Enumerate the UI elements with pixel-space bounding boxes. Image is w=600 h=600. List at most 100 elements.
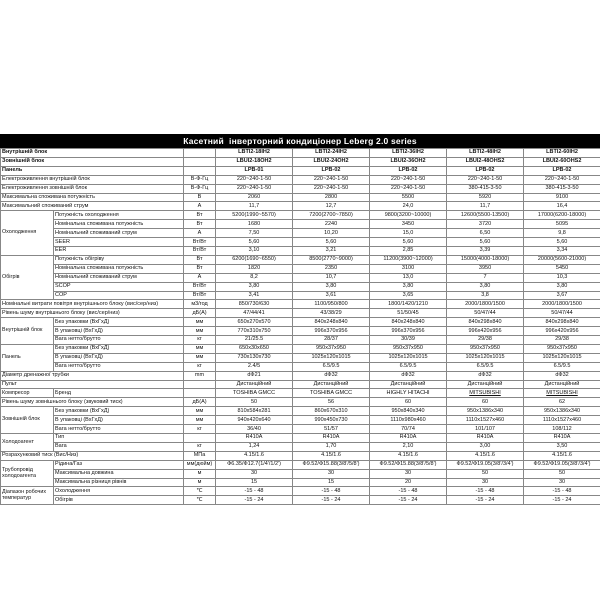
group-cell: Трубопровід холодоагента xyxy=(0,459,54,488)
spec-row: Пульт Дистанційний Дистанційний Дистанційни… xyxy=(0,379,600,390)
value-text: 12,7 xyxy=(325,202,337,209)
spec-row: Номінальні витрати повітря внутрішнього … xyxy=(0,299,600,310)
value-cell: 30/39 xyxy=(369,335,448,345)
value-cell: 840x298x840 xyxy=(523,317,600,328)
value-text: 3,00 xyxy=(479,443,491,450)
value-text: 4.15/1.6 xyxy=(321,452,341,459)
value-text: 7,50 xyxy=(248,229,260,236)
value-cell: 10,20 xyxy=(292,228,371,239)
value-cell: 3,10 xyxy=(215,245,294,256)
spec-row: Максимальна різниця рівнів м 15 15 20 30 30 xyxy=(1,477,600,488)
spec-label: Внутрішній блок xyxy=(0,148,185,158)
spec-row: Охолодження Потужність охолодження Вт 5200(… xyxy=(0,210,600,256)
unit-cell: кг xyxy=(183,441,217,452)
value-cell: -15 - 24 xyxy=(215,495,294,506)
value-text: 2240 xyxy=(324,220,338,227)
value-cell: 7,50 xyxy=(215,228,294,239)
value-text: 770x310x750 xyxy=(237,327,271,334)
spec-row: Номінальна споживана потужність Вт 1680 224… xyxy=(1,219,600,230)
value-cell: 6.5/9.5 xyxy=(292,361,371,372)
value-cell: 7200(2700~7850) xyxy=(292,210,371,221)
value-text: 996x370x956 xyxy=(391,327,425,334)
value-text: 2060 xyxy=(247,193,261,200)
value-cell: 220~240-1-50 xyxy=(369,183,448,194)
value-text: 380-415-3-50 xyxy=(545,185,579,192)
unit-cell: Вт/Вт xyxy=(183,237,217,247)
value-text: 17000(6200-18000) xyxy=(537,211,587,218)
value-text: 10,20 xyxy=(324,229,338,236)
value-text: 840x298x840 xyxy=(468,318,502,325)
value-text: 990x450x730 xyxy=(314,416,348,423)
value-cell: dФ21 xyxy=(215,370,294,381)
value-cell: 60 xyxy=(446,397,525,408)
spec-row: Зовнішній блок LBUI2-18OH2 LBUI2-24OH2 LBUI… xyxy=(0,156,600,167)
group-cell: Холодоагент xyxy=(0,433,54,452)
value-cell: -15 - 48 xyxy=(523,486,600,497)
value-text: 50/47/44 xyxy=(474,309,496,316)
value-cell: 5,60 xyxy=(369,237,448,247)
value-text: 2.4/5 xyxy=(247,363,261,370)
spec-label: В упаковці (ВхГхД) xyxy=(52,326,185,337)
value-cell: 17000(6200-18000) xyxy=(523,210,600,221)
unit-cell xyxy=(183,165,217,176)
value-text: 20 xyxy=(404,478,412,485)
value-cell: 5,60 xyxy=(215,237,294,247)
spec-row: EER Вт/Вт 3,10 3,21 2,85 3,39 3,34 xyxy=(1,245,600,256)
value-text: 6.5/9.5 xyxy=(399,363,417,370)
value-text: 1800/1420/1210 xyxy=(388,300,428,307)
value-text: LPB-02 xyxy=(321,167,341,174)
value-text: 3,50 xyxy=(556,443,568,450)
value-cell: 11,7 xyxy=(446,201,525,212)
value-cell: 380-415-3-50 xyxy=(523,183,600,194)
value-text: 20000(5600-21000) xyxy=(537,256,587,263)
value-cell: TOSHIBA GMCC xyxy=(215,388,294,399)
value-cell: 1800/1420/1210 xyxy=(369,299,448,310)
value-cell: 12,7 xyxy=(292,201,371,212)
spec-label: COP xyxy=(52,290,185,301)
value-text: 5,60 xyxy=(479,238,491,245)
spec-row: Обігрів Потужність обігріву Вт 6200(1690~65… xyxy=(0,254,600,301)
value-text: 220~240-1-50 xyxy=(236,185,272,192)
value-text: 15 xyxy=(327,478,335,485)
unit-cell: кг xyxy=(183,424,217,434)
value-text: R410A xyxy=(476,434,494,441)
value-text: 1820 xyxy=(247,265,261,272)
value-text: -15 - 24 xyxy=(552,496,572,503)
value-cell: 3,67 xyxy=(523,290,600,301)
value-cell: 50 xyxy=(446,468,525,479)
group-cell: Діапазон робочих температур xyxy=(0,486,54,506)
spec-row: Електроживлення внутрішній блок В-Ф-Гц 220… xyxy=(0,174,600,185)
value-cell: 990x450x730 xyxy=(292,415,371,426)
value-text: -15 - 24 xyxy=(475,496,495,503)
value-text: 810x584x281 xyxy=(237,407,271,414)
value-cell: 950x37x950 xyxy=(369,343,448,354)
value-cell: MITSUBISHI xyxy=(523,388,600,399)
value-text: Ф6.35/Ф12.7(1/4'/1/2') xyxy=(227,461,281,468)
value-cell: Ф6.35/Ф12.7(1/4'/1/2') xyxy=(215,459,294,470)
value-text: 220~240-1-50 xyxy=(467,176,503,183)
value-cell: 4.15/1.6 xyxy=(369,450,448,461)
value-text: MITSUBISHI xyxy=(546,389,578,396)
value-text: 56 xyxy=(327,398,335,405)
value-cell: 5200(1990~5570) xyxy=(215,210,294,221)
unit-cell: мм xyxy=(183,317,217,328)
value-text: 108/112 xyxy=(552,425,572,432)
value-cell: 940x420x640 xyxy=(215,415,294,426)
spec-label: Рівень шуму внутрішнього блоку (вис/сер/… xyxy=(0,308,185,319)
value-text: 220~240-1-50 xyxy=(390,176,426,183)
value-cell: 30 xyxy=(215,468,294,479)
unit-cell: дБ(А) xyxy=(183,397,217,408)
spec-row: Діапазон робочих температур Охолодження ℃ -… xyxy=(0,486,600,506)
value-cell: 996x420x956 xyxy=(446,326,525,337)
value-cell: 2800 xyxy=(292,192,371,203)
value-cell: 8500(2770~9000) xyxy=(292,254,371,265)
group-cell: Внутрішній блок xyxy=(0,317,54,345)
value-cell: 62 xyxy=(523,397,600,408)
value-text: 24,0 xyxy=(402,202,414,209)
value-cell: LBUI2-36OH2 xyxy=(369,156,448,167)
value-cell: 950x37x950 xyxy=(523,343,600,354)
value-cell: LPB-02 xyxy=(369,165,448,176)
value-cell: 30 xyxy=(523,477,600,488)
value-cell: 11,7 xyxy=(215,201,294,212)
value-cell: 4.15/1.6 xyxy=(215,450,294,461)
